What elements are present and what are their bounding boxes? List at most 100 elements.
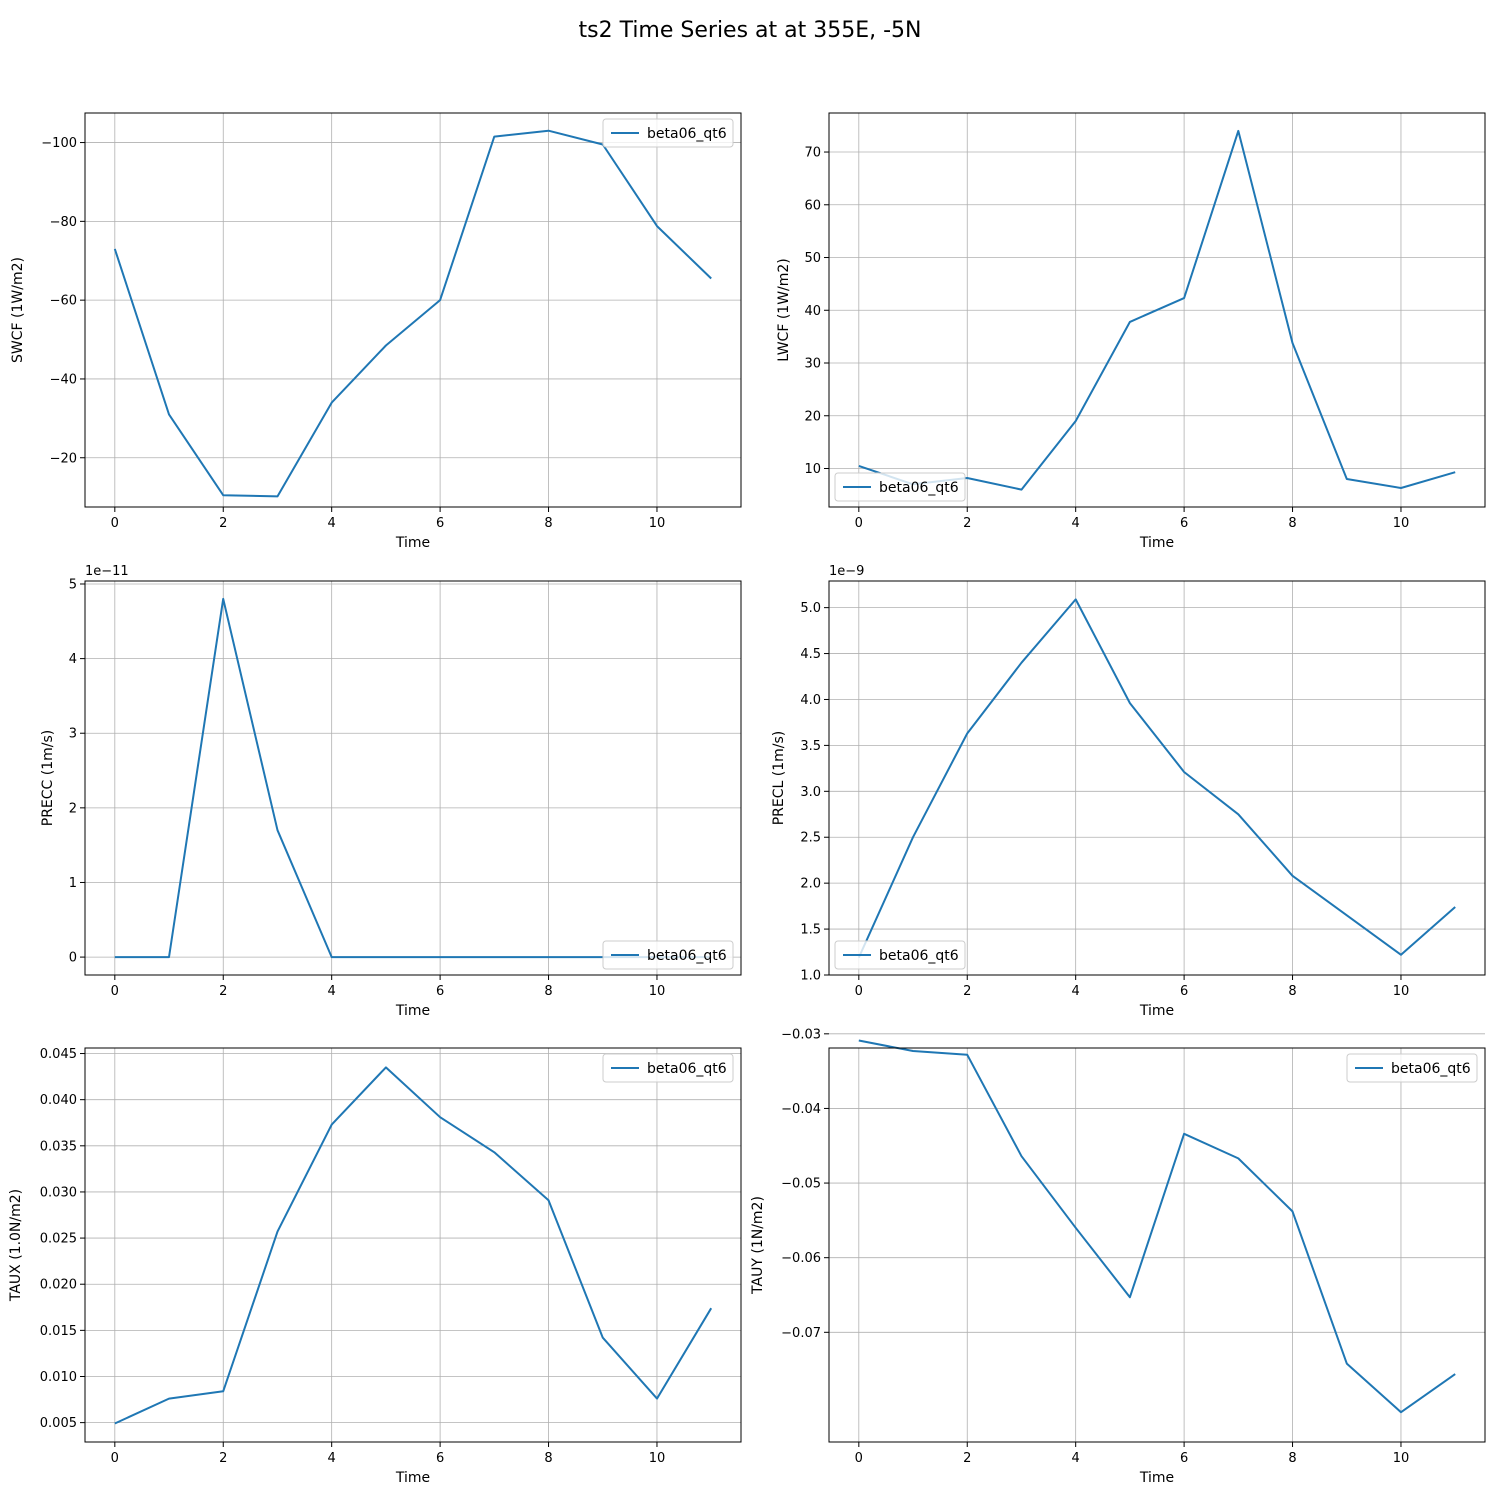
y-axis-label: TAUY (1N/m2) xyxy=(750,1196,766,1295)
x-tick-label: 0 xyxy=(111,984,119,999)
y-tick-label: 0.025 xyxy=(40,1232,77,1247)
x-tick-label: 10 xyxy=(1393,984,1410,999)
y-tick-label: 3.5 xyxy=(800,739,821,754)
series-line-1 xyxy=(113,129,712,498)
y-tick-label: −100 xyxy=(41,136,77,151)
series-line-3 xyxy=(114,597,712,959)
x-axis-label: Time xyxy=(1139,535,1174,551)
y-tick-label: 1.5 xyxy=(800,923,821,938)
x-tick-label: 6 xyxy=(436,1451,444,1466)
subplot-4: 0 2 4 6 8 10 1.0 1.5 2.0 2.5 3.0 3.5 4.0 4.5 5.0 1e−9 Ti… xyxy=(771,564,1486,1019)
x-tick-label: 8 xyxy=(544,984,552,999)
axes-frame xyxy=(828,1047,1486,1443)
subplot-3: 0 2 4 6 8 10 0 1 2 3 4 5 1e−11 Time PRECC (1m/s) beta06… xyxy=(40,564,742,1019)
x-tick-label: 2 xyxy=(219,516,227,531)
y-axis-label: PRECC (1m/s) xyxy=(40,730,56,827)
x-axis-label: Time xyxy=(1139,1003,1174,1019)
x-tick-label: 0 xyxy=(855,516,863,531)
y-offset-label: 1e−11 xyxy=(85,564,129,579)
y-tick-label: −80 xyxy=(50,215,77,230)
legend-box xyxy=(1346,1053,1478,1083)
x-tick-label: 10 xyxy=(649,1451,666,1466)
y-axis-label: TAUX (1.0N/m2) xyxy=(8,1189,24,1302)
y-axis-label: SWCF (1W/m2) xyxy=(10,257,26,363)
legend-box xyxy=(834,940,966,970)
legend-box xyxy=(602,1053,734,1083)
legend-label: beta06_qt6 xyxy=(879,948,959,964)
x-tick-label: 4 xyxy=(328,516,336,531)
series-line-4 xyxy=(857,598,1456,959)
x-tick-label: 6 xyxy=(436,984,444,999)
axes-frame xyxy=(84,580,742,976)
series-line-6 xyxy=(858,1039,1456,1414)
x-tick-label: 10 xyxy=(1393,516,1410,531)
y-tick-label: 0.010 xyxy=(40,1370,77,1385)
y-tick-label: −0.07 xyxy=(781,1326,821,1341)
y-tick-label: 0.015 xyxy=(40,1324,77,1339)
y-tick-label: −60 xyxy=(50,294,77,309)
x-tick-label: 6 xyxy=(1180,984,1188,999)
x-tick-label: 8 xyxy=(544,1451,552,1466)
y-tick-label: 20 xyxy=(804,409,821,424)
figure-title: ts2 Time Series at at 355E, -5N xyxy=(578,18,921,43)
y-tick-label: −0.03 xyxy=(781,1027,821,1042)
x-tick-label: 2 xyxy=(219,1451,227,1466)
y-tick-label: 4.5 xyxy=(800,647,821,662)
x-tick-label: 10 xyxy=(649,516,666,531)
x-tick-label: 4 xyxy=(1072,516,1080,531)
x-tick-label: 8 xyxy=(1288,1451,1296,1466)
y-axis-label: PRECL (1m/s) xyxy=(771,731,787,826)
y-tick-label: 40 xyxy=(804,304,821,319)
x-tick-label: 2 xyxy=(963,984,971,999)
x-tick-label: 2 xyxy=(963,1451,971,1466)
x-tick-label: 4 xyxy=(328,1451,336,1466)
y-tick-label: 50 xyxy=(804,251,821,266)
legend-label: beta06_qt6 xyxy=(879,480,959,496)
x-tick-label: 2 xyxy=(219,984,227,999)
legend-box xyxy=(834,472,966,502)
x-tick-label: 8 xyxy=(1288,984,1296,999)
y-tick-label: 1 xyxy=(69,876,77,891)
y-tick-label: −0.05 xyxy=(781,1177,821,1192)
y-tick-label: 2 xyxy=(69,801,77,816)
y-tick-label: −20 xyxy=(50,451,77,466)
y-offset-label: 1e−9 xyxy=(829,564,864,579)
x-tick-label: 8 xyxy=(544,516,552,531)
x-axis-label: Time xyxy=(1139,1470,1174,1486)
y-tick-label: 3 xyxy=(69,727,77,742)
x-tick-label: 8 xyxy=(1288,516,1296,531)
legend-label: beta06_qt6 xyxy=(647,948,727,964)
x-tick-label: 0 xyxy=(111,516,119,531)
y-tick-label: 5 xyxy=(69,577,77,592)
x-tick-label: 6 xyxy=(1180,516,1188,531)
x-tick-label: 6 xyxy=(1180,1451,1188,1466)
x-tick-label: 0 xyxy=(855,984,863,999)
subplot-1: 0 2 4 6 8 10 −100 −80 −60 −40 −20 Time SWCF (1W/m2) b… xyxy=(10,112,742,551)
axes-frame xyxy=(84,112,742,508)
legend: beta06_qt6 xyxy=(1346,1053,1478,1083)
legend-box xyxy=(602,118,734,148)
legend-label: beta06_qt6 xyxy=(647,1061,727,1077)
legend-box xyxy=(602,940,734,970)
x-axis-label: Time xyxy=(395,535,430,551)
legend: beta06_qt6 xyxy=(602,1053,734,1083)
x-tick-label: 2 xyxy=(963,516,971,531)
y-tick-label: 0.045 xyxy=(40,1047,77,1062)
y-tick-label: 0.040 xyxy=(40,1093,77,1108)
legend: beta06_qt6 xyxy=(602,118,734,148)
y-tick-label: 30 xyxy=(804,357,821,372)
axes-frame xyxy=(828,580,1486,976)
y-tick-label: 5.0 xyxy=(800,601,821,616)
y-tick-label: 2.0 xyxy=(800,877,821,892)
x-tick-label: 0 xyxy=(855,1451,863,1466)
legend-label: beta06_qt6 xyxy=(647,126,727,142)
x-axis-label: Time xyxy=(395,1003,430,1019)
x-tick-label: 4 xyxy=(1072,984,1080,999)
y-tick-label: 0 xyxy=(69,951,77,966)
y-tick-label: 4.0 xyxy=(800,693,821,708)
legend: beta06_qt6 xyxy=(834,940,966,970)
legend: beta06_qt6 xyxy=(602,940,734,970)
y-tick-label: −40 xyxy=(50,372,77,387)
y-tick-label: 3.0 xyxy=(800,785,821,800)
